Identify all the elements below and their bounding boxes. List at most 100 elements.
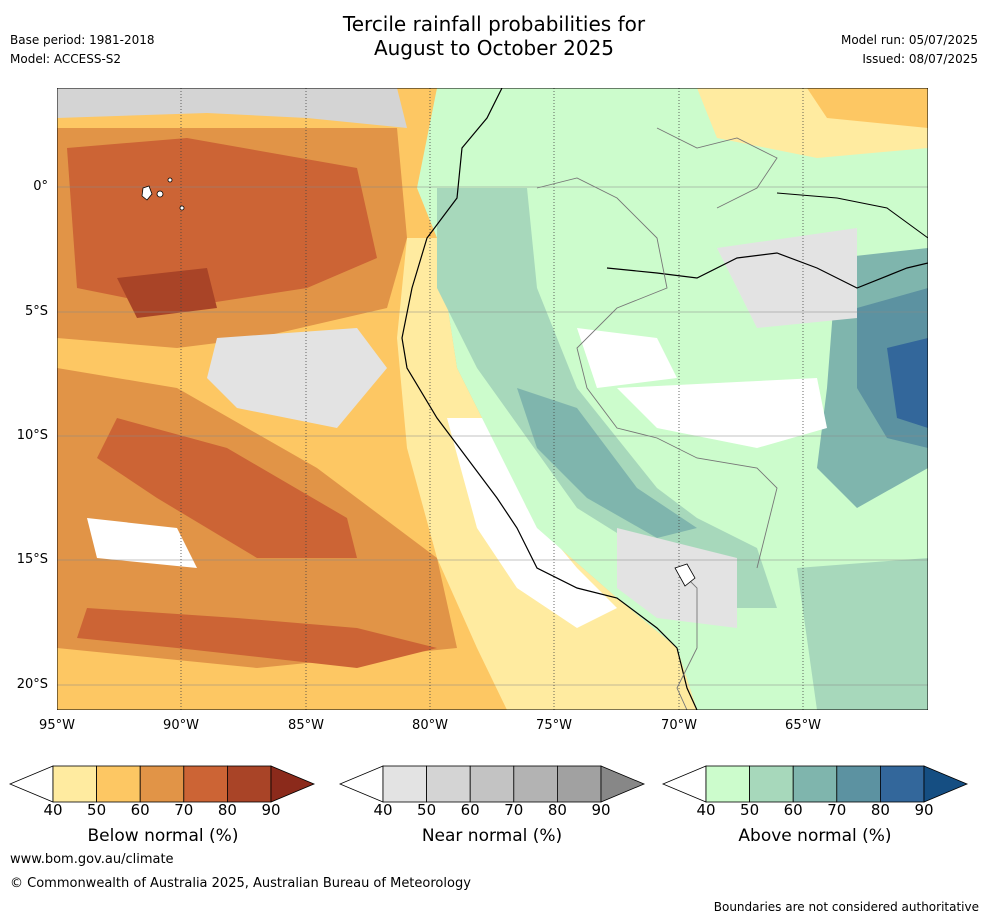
colorbar-below-box-60 bbox=[139, 765, 185, 803]
below-normal-80-zone bbox=[117, 268, 217, 318]
colorbar-above-box-40 bbox=[705, 765, 750, 803]
meta-right: Model run: 05/07/2025 Issued: 08/07/2025 bbox=[841, 33, 978, 71]
lon-label-90w: 90°W bbox=[163, 718, 199, 733]
colorbar-above-tick-40: 40 bbox=[696, 801, 716, 819]
colorbar-below-tick-70: 70 bbox=[174, 801, 194, 819]
coastal-below-normal-40-strip bbox=[397, 238, 697, 710]
above-normal-60-band bbox=[517, 388, 697, 538]
lat-label-15s: 15°S bbox=[16, 552, 48, 567]
lat-label-10s: 10°S bbox=[16, 428, 48, 443]
coastal-white-strip bbox=[447, 418, 617, 628]
coastline bbox=[401, 88, 698, 710]
colorbar-near-tick-90: 90 bbox=[591, 801, 611, 819]
below-normal-70-zone-mid bbox=[97, 418, 357, 558]
lat-label-0: 0° bbox=[33, 179, 48, 194]
colorbar-above-box-50 bbox=[749, 765, 794, 803]
colorbar-below-normal bbox=[8, 765, 316, 803]
galapagos-san-cristobal bbox=[179, 205, 185, 211]
model-run: Model run: 05/07/2025 bbox=[840, 33, 978, 47]
title-line-2: August to October 2025 bbox=[373, 36, 615, 60]
colorbar-below-box-80 bbox=[226, 765, 272, 803]
colorbar-title-near: Near normal (%) bbox=[421, 826, 563, 846]
below-normal-70-zone-north bbox=[67, 138, 377, 308]
meta-left: Base period: 1981-2018 Model: ACCESS-S2 bbox=[10, 33, 155, 71]
amazon-river bbox=[606, 252, 928, 289]
colorbar-near-left-extend bbox=[338, 765, 384, 803]
colorbar-above-box-60 bbox=[792, 765, 838, 803]
colorbar-near-box-50 bbox=[426, 765, 471, 803]
colorbar-near-tick-60: 60 bbox=[460, 801, 480, 819]
lon-label-75w: 75°W bbox=[536, 718, 572, 733]
above-normal-50-zone-southeast bbox=[797, 558, 928, 710]
map-title: Tercile rainfall probabilities for Augus… bbox=[0, 12, 988, 60]
lon-label-65w: 65°W bbox=[785, 718, 821, 733]
colorbar-below-tick-40: 40 bbox=[43, 801, 63, 819]
colorbar-near-tick-50: 50 bbox=[417, 801, 437, 819]
galapagos-santa-cruz bbox=[156, 190, 164, 198]
colorbar-above-box-70 bbox=[836, 765, 881, 803]
footer-website: www.bom.gov.au/climate bbox=[10, 852, 174, 867]
lake-titicaca bbox=[674, 563, 696, 587]
colorbar-title-above: Above normal (%) bbox=[738, 826, 892, 846]
colorbar-above-tick-70: 70 bbox=[827, 801, 847, 819]
graticule bbox=[57, 88, 928, 710]
colorbar-below-tick-50: 50 bbox=[87, 801, 107, 819]
lat-label-20s: 20°S bbox=[16, 677, 48, 692]
white-patch-amazon bbox=[577, 328, 677, 388]
river-northeast bbox=[776, 192, 928, 239]
footer-disclaimer: Boundaries are not considered authoritat… bbox=[713, 900, 979, 914]
near-normal-zone-amazon-north bbox=[717, 228, 857, 328]
galapagos-santiago bbox=[167, 177, 173, 183]
colorbar-near-right-extend bbox=[600, 765, 646, 803]
lon-label-95w: 95°W bbox=[39, 718, 75, 733]
galapagos-islands bbox=[141, 177, 185, 211]
colorbar-below-left-extend bbox=[8, 765, 54, 803]
country-borders-north bbox=[656, 127, 778, 209]
colorbar-near-tick-70: 70 bbox=[504, 801, 524, 819]
lon-label-85w: 85°W bbox=[288, 718, 324, 733]
colorbar-above-tick-80: 80 bbox=[870, 801, 890, 819]
colorbar-near-normal bbox=[338, 765, 646, 803]
near-normal-zone-central-ocean bbox=[207, 328, 387, 428]
near-normal-zone-altiplano bbox=[617, 528, 737, 628]
country-borders bbox=[536, 177, 778, 569]
galapagos-isabela bbox=[141, 185, 153, 201]
lon-label-70w: 70°W bbox=[661, 718, 697, 733]
footer-copyright: © Commonwealth of Australia 2025, Austra… bbox=[10, 876, 471, 891]
map-svg bbox=[57, 88, 928, 710]
colorbar-below-right-extend bbox=[270, 765, 316, 803]
white-zone-central-land bbox=[617, 378, 827, 448]
below-normal-70-zone-south bbox=[77, 608, 437, 668]
colorbar-near-box-70 bbox=[513, 765, 558, 803]
near-normal-zone-north-ocean bbox=[57, 88, 407, 128]
colorbar-above-tick-90: 90 bbox=[914, 801, 934, 819]
issued-date: Issued: 08/07/2025 bbox=[862, 52, 978, 66]
colorbar-title-below: Below normal (%) bbox=[87, 826, 239, 846]
probability-map bbox=[57, 88, 928, 710]
lat-label-5s: 5°S bbox=[24, 304, 48, 319]
below-normal-50-zone-northeast bbox=[807, 88, 928, 128]
colorbar-below-tick-60: 60 bbox=[130, 801, 150, 819]
colorbar-above-box-80 bbox=[880, 765, 925, 803]
white-patch-ocean bbox=[87, 518, 197, 568]
colorbar-near-box-80 bbox=[557, 765, 602, 803]
colorbar-near-box-60 bbox=[469, 765, 515, 803]
above-normal-50-band bbox=[437, 188, 777, 608]
colorbar-near-tick-40: 40 bbox=[373, 801, 393, 819]
colorbar-below-box-50 bbox=[96, 765, 141, 803]
colorbar-below-box-70 bbox=[183, 765, 228, 803]
colorbar-above-right-extend bbox=[923, 765, 969, 803]
title-line-1: Tercile rainfall probabilities for bbox=[342, 12, 646, 36]
base-period: Base period: 1981-2018 bbox=[10, 33, 155, 47]
above-normal-80-zone-east bbox=[887, 338, 928, 428]
colorbar-below-box-40 bbox=[52, 765, 97, 803]
colorbar-above-left-extend bbox=[661, 765, 707, 803]
colorbar-above-tick-50: 50 bbox=[740, 801, 760, 819]
colorbars bbox=[8, 765, 969, 803]
colorbar-below-tick-80: 80 bbox=[217, 801, 237, 819]
colorbar-above-normal bbox=[661, 765, 969, 803]
colorbar-near-box-40 bbox=[382, 765, 427, 803]
model-name: Model: ACCESS-S2 bbox=[10, 52, 122, 66]
colorbar-near-tick-80: 80 bbox=[547, 801, 567, 819]
colorbar-above-tick-60: 60 bbox=[783, 801, 803, 819]
